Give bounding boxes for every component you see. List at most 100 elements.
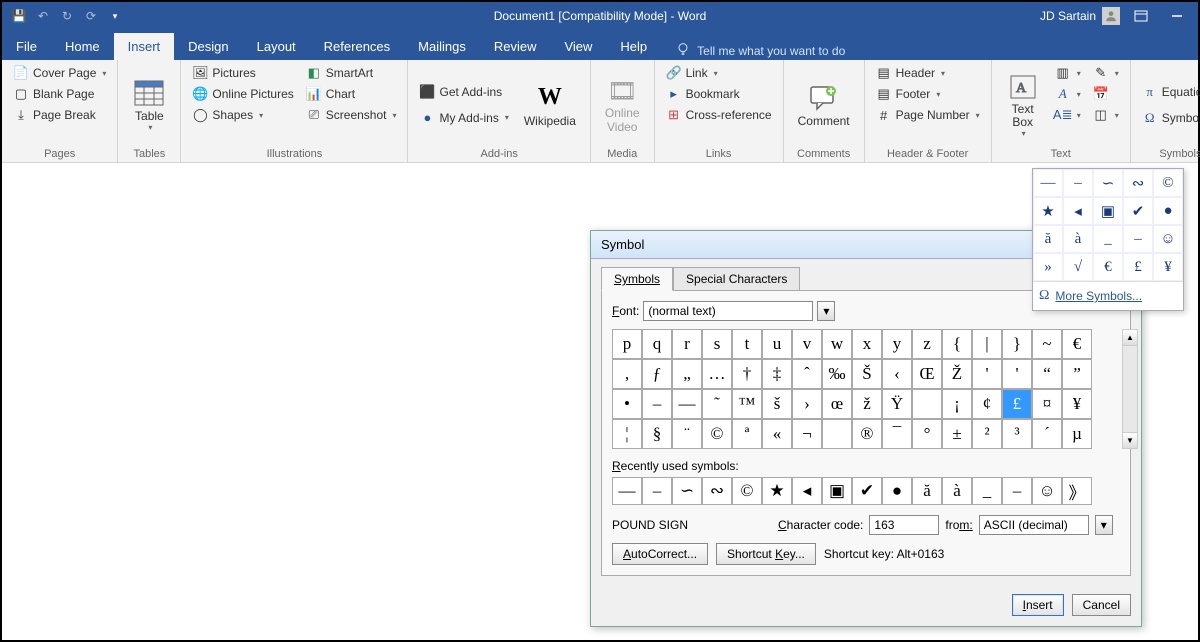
symbol-cell[interactable]: ‰ (822, 359, 852, 389)
symbol-cell[interactable]: Ž (942, 359, 972, 389)
cancel-button[interactable]: Cancel (1072, 594, 1131, 616)
menu-tab-design[interactable]: Design (174, 33, 242, 60)
symbol-dd-cell[interactable]: ¥ (1153, 253, 1183, 281)
comment-button[interactable]: Comment (792, 63, 856, 146)
symbol-cell[interactable]: ' (972, 359, 1002, 389)
symbol-cell[interactable]: ´ (1032, 419, 1062, 449)
symbol-dd-cell[interactable]: – (1063, 169, 1093, 197)
symbol-cell[interactable]: Ÿ (882, 389, 912, 419)
get-addins-button[interactable]: ⬛Get Add-ins (416, 82, 511, 102)
symbol-cell[interactable]: ž (852, 389, 882, 419)
save-icon[interactable]: 💾 (8, 5, 30, 27)
minimize-button[interactable] (1162, 5, 1192, 27)
recent-symbol-cell[interactable]: ∾ (702, 477, 732, 505)
smartart-button[interactable]: ◧SmartArt (303, 63, 400, 83)
symbol-dd-cell[interactable]: ● (1153, 197, 1183, 225)
symbol-dd-cell[interactable]: » (1033, 253, 1063, 281)
scroll-down-icon[interactable]: ▼ (1123, 432, 1137, 448)
tab-special-chars[interactable]: Special Characters (673, 267, 800, 291)
menu-tab-view[interactable]: View (550, 33, 606, 60)
link-button[interactable]: 🔗Link▾ (663, 63, 775, 83)
online-video-button[interactable]: 🎞 Online Video (599, 63, 646, 146)
my-addins-button[interactable]: ●My Add-ins▾ (416, 108, 511, 128)
textbox-button[interactable]: A Text Box▾ (1000, 63, 1046, 146)
symbol-dd-cell[interactable]: ▣ (1093, 197, 1123, 225)
scroll-up-icon[interactable]: ▲ (1123, 330, 1137, 346)
equation-button[interactable]: πEquation▾ (1139, 82, 1200, 102)
symbol-cell[interactable]: ' (1002, 359, 1032, 389)
font-dropdown-button[interactable]: ▾ (817, 301, 835, 321)
symbol-cell[interactable]: š (762, 389, 792, 419)
from-select[interactable]: ASCII (decimal) (979, 515, 1089, 535)
symbol-cell[interactable]: } (1002, 329, 1032, 359)
symbol-cell[interactable]: ­ (822, 419, 852, 449)
online-pictures-button[interactable]: 🌐Online Pictures (189, 84, 296, 104)
symbol-cell[interactable]: ‹ (882, 359, 912, 389)
symbol-cell[interactable]: £ (1002, 389, 1032, 419)
tab-symbols[interactable]: Symbols (601, 267, 673, 291)
menu-tab-layout[interactable]: Layout (243, 33, 310, 60)
wordart-button[interactable]: A▾ (1052, 84, 1084, 104)
symbol-cell[interactable]: y (882, 329, 912, 359)
symbol-cell[interactable]: ¬ (792, 419, 822, 449)
character-code-input[interactable] (869, 515, 939, 535)
symbol-cell[interactable]: ˆ (792, 359, 822, 389)
recent-symbol-cell[interactable]: – (642, 477, 672, 505)
footer-button[interactable]: ▤Footer▾ (873, 84, 983, 104)
symbol-dd-cell[interactable]: ∾ (1123, 169, 1153, 197)
symbol-cell[interactable]: ® (852, 419, 882, 449)
symbol-cell[interactable]: ” (1062, 359, 1092, 389)
ribbon-display-icon[interactable] (1126, 5, 1156, 27)
menu-tab-mailings[interactable]: Mailings (404, 33, 480, 60)
symbol-cell[interactable]: z (912, 329, 942, 359)
symbol-cell[interactable]: r (672, 329, 702, 359)
recent-symbol-cell[interactable]: ∽ (672, 477, 702, 505)
recent-symbol-cell[interactable]: ▣ (822, 477, 852, 505)
autocorrect-button[interactable]: AutoCorrect... (612, 543, 708, 565)
more-symbols-item[interactable]: Ω More Symbols... (1033, 281, 1183, 310)
symbol-cell[interactable]: “ (1032, 359, 1062, 389)
symbol-cell[interactable]: ² (972, 419, 1002, 449)
symbol-cell[interactable]: q (642, 329, 672, 359)
symbol-cell[interactable]: ± (942, 419, 972, 449)
symbol-cell[interactable]: ° (912, 419, 942, 449)
recent-symbol-cell[interactable]: ✔ (852, 477, 882, 505)
symbol-dd-cell[interactable]: — (1033, 169, 1063, 197)
recent-symbol-cell[interactable]: © (732, 477, 762, 505)
menu-tab-insert[interactable]: Insert (114, 33, 175, 60)
symbol-cell[interactable]: | (972, 329, 1002, 359)
signature-button[interactable]: ✎▾ (1090, 63, 1122, 83)
symbol-cell[interactable]: ƒ (642, 359, 672, 389)
symbol-cell[interactable]: ª (732, 419, 762, 449)
user-avatar-icon[interactable] (1102, 7, 1120, 25)
wikipedia-button[interactable]: W Wikipedia (518, 63, 582, 146)
symbol-cell[interactable]: « (762, 419, 792, 449)
more-symbols-link[interactable]: More Symbols... (1055, 289, 1142, 303)
symbol-cell[interactable]: p (612, 329, 642, 359)
symbol-dd-cell[interactable]: ă (1033, 225, 1063, 253)
symbol-dd-cell[interactable]: ◂ (1063, 197, 1093, 225)
symbol-cell[interactable]: † (732, 359, 762, 389)
symbol-cell[interactable]: s (702, 329, 732, 359)
symbol-cell[interactable]: t (732, 329, 762, 359)
symbol-cell[interactable]: u (762, 329, 792, 359)
symbol-cell[interactable] (912, 389, 942, 419)
symbol-dd-cell[interactable]: ★ (1033, 197, 1063, 225)
symbol-cell[interactable]: ¢ (972, 389, 1002, 419)
symbol-cell[interactable]: ¤ (1032, 389, 1062, 419)
object-button[interactable]: ◫▾ (1090, 105, 1122, 125)
symbol-dd-cell[interactable]: € (1093, 253, 1123, 281)
recent-symbol-cell[interactable]: ● (882, 477, 912, 505)
menu-tab-help[interactable]: Help (606, 33, 661, 60)
recent-symbol-cell[interactable]: 》 (1062, 477, 1092, 505)
symbol-cell[interactable]: ¡ (942, 389, 972, 419)
tell-me-search[interactable]: Tell me what you want to do (675, 41, 845, 60)
symbol-dd-cell[interactable]: © (1153, 169, 1183, 197)
shapes-button[interactable]: ◯Shapes▾ (189, 105, 296, 125)
table-button[interactable]: Table▾ (126, 63, 172, 146)
symbol-cell[interactable]: µ (1062, 419, 1092, 449)
symbol-cell[interactable]: w (822, 329, 852, 359)
recent-symbol-cell[interactable]: _ (972, 477, 1002, 505)
symbol-cell[interactable]: • (612, 389, 642, 419)
cross-reference-button[interactable]: ⊞Cross-reference (663, 105, 775, 125)
